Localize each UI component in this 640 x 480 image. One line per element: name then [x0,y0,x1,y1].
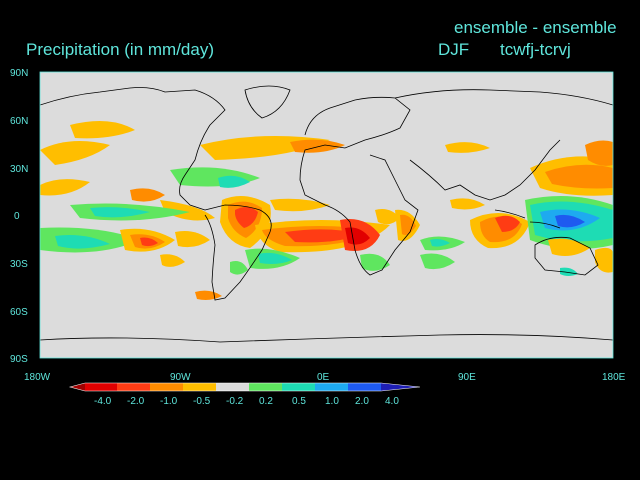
precipitation-anomaly-fields [40,121,613,300]
colorbar-swatch [381,383,420,391]
colorbar-label: -0.2 [226,396,244,407]
season-label: DJF [438,40,470,59]
colorbar-label: -1.0 [160,396,178,407]
lat-label-90n: 90N [10,68,28,79]
lat-label-90s: 90S [10,354,28,365]
colorbar-swatch [216,383,249,391]
lon-label-0e: 0E [317,372,330,383]
colorbar-label: 1.0 [325,396,339,407]
colorbar-swatch [282,383,315,391]
lat-label-60s: 60S [10,307,28,318]
colorbar-swatch [70,383,85,391]
colorbar: -4.0 -2.0 -1.0 -0.5 -0.2 0.2 0.5 1.0 2.0… [68,382,421,407]
map-title: Precipitation (in mm/day) [26,40,215,59]
colorbar-swatch [249,383,282,391]
lat-label-30s: 30S [10,259,28,270]
coastlines [40,85,613,343]
colorbar-label: 2.0 [355,396,369,407]
ensemble-label: ensemble - ensemble [454,18,617,37]
colorbar-swatch [150,383,183,391]
colorbar-swatch [315,383,348,391]
lon-label-180e: 180E [602,372,626,383]
colorbar-label: 0.5 [292,396,306,407]
lat-label-30n: 30N [10,164,28,175]
lon-label-90e: 90E [458,372,476,383]
lon-label-180w: 180W [24,372,51,383]
experiment-label: tcwfj-tcrvj [500,40,571,59]
colorbar-swatch [348,383,381,391]
colorbar-label: 4.0 [385,396,399,407]
colorbar-label: -4.0 [94,396,112,407]
lat-label-eq: 0 [14,211,20,222]
colorbar-swatch [117,383,150,391]
colorbar-label: 0.2 [259,396,273,407]
colorbar-swatch [183,383,216,391]
map-frame [39,71,614,359]
colorbar-label: -2.0 [127,396,145,407]
colorbar-swatch [85,383,117,391]
colorbar-label: -0.5 [193,396,211,407]
lat-label-60n: 60N [10,116,28,127]
lon-label-90w: 90W [170,372,191,383]
